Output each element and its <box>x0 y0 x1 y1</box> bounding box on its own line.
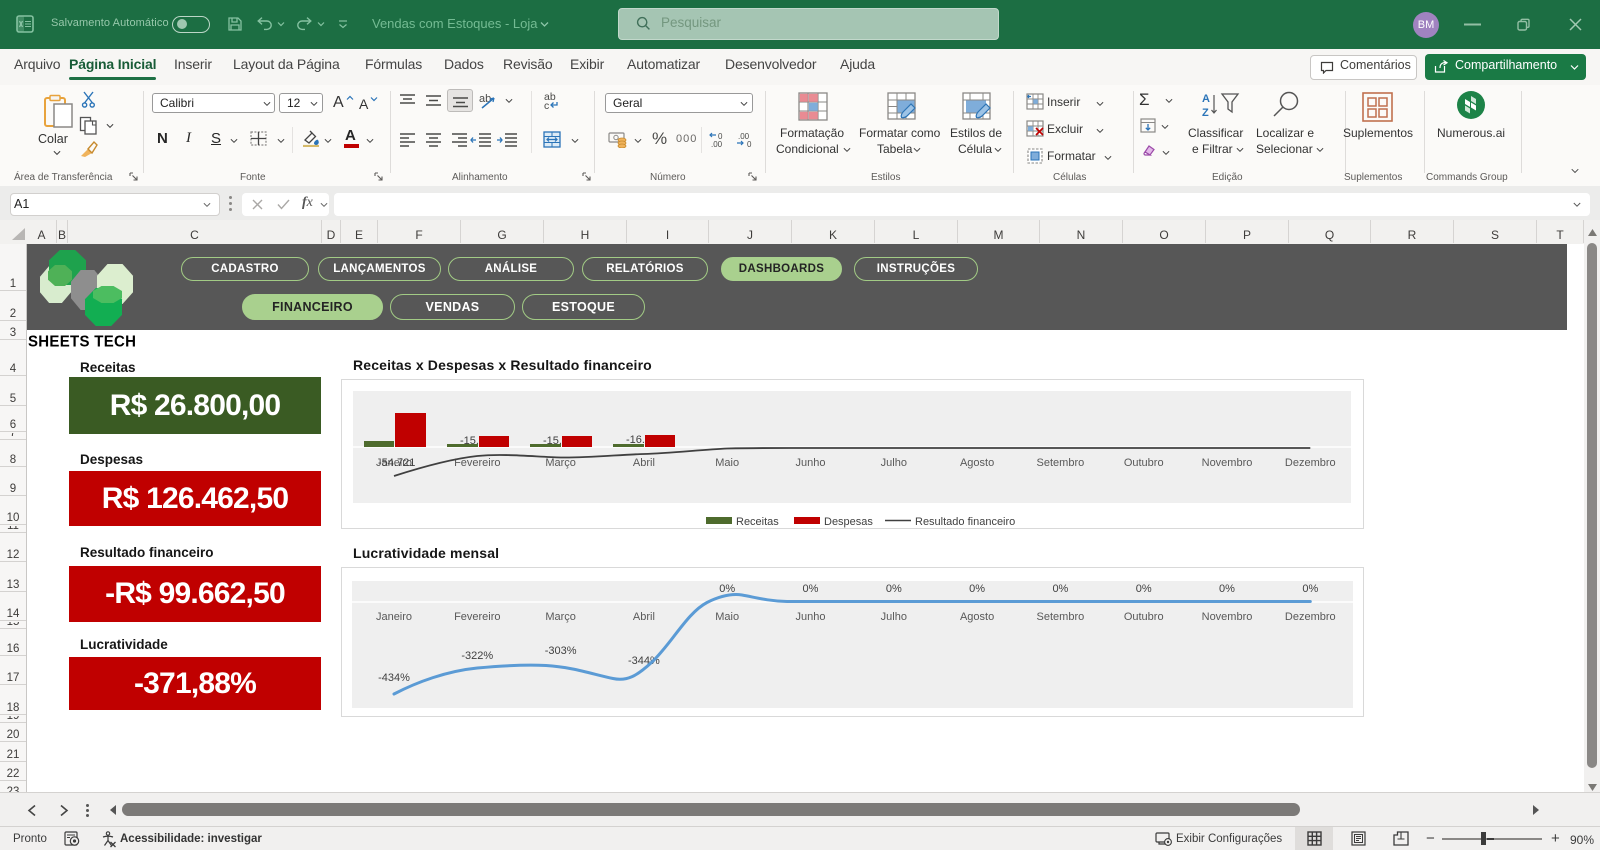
svg-text:ab: ab <box>479 93 491 105</box>
svg-text:-434%: -434% <box>378 672 410 684</box>
svg-text:.00: .00 <box>738 132 750 141</box>
svg-text:Junho: Junho <box>796 611 826 623</box>
svg-text:Novembro: Novembro <box>1202 611 1253 623</box>
svg-text:Despesas: Despesas <box>824 516 873 528</box>
svg-text:Agosto: Agosto <box>960 457 994 469</box>
svg-text:Março: Março <box>545 457 576 469</box>
svg-text:-54.721: -54.721 <box>378 457 415 469</box>
svg-text:Z: Z <box>1202 107 1209 119</box>
svg-text:-322%: -322% <box>461 650 493 662</box>
svg-text:Fevereiro: Fevereiro <box>454 611 500 623</box>
svg-text:c: c <box>544 100 549 110</box>
svg-text:Setembro: Setembro <box>1037 457 1085 469</box>
svg-text:-303%: -303% <box>545 645 577 657</box>
svg-text:Maio: Maio <box>715 611 739 623</box>
svg-text:Agosto: Agosto <box>960 611 994 623</box>
svg-text:0%: 0% <box>803 583 819 595</box>
svg-text:Março: Março <box>545 611 576 623</box>
svg-text:Abril: Abril <box>633 611 655 623</box>
svg-text:Novembro: Novembro <box>1202 457 1253 469</box>
svg-text:Outubro: Outubro <box>1124 457 1164 469</box>
svg-text:Maio: Maio <box>715 457 739 469</box>
svg-text:Dezembro: Dezembro <box>1285 611 1336 623</box>
svg-text:0%: 0% <box>719 583 735 595</box>
svg-text:0%: 0% <box>1052 583 1068 595</box>
svg-text:A: A <box>1202 93 1210 105</box>
svg-text:Setembro: Setembro <box>1037 611 1085 623</box>
svg-text:.00: .00 <box>711 140 723 148</box>
svg-text:0%: 0% <box>886 583 902 595</box>
svg-text:0: 0 <box>747 140 752 148</box>
svg-text:Julho: Julho <box>881 611 907 623</box>
svg-text:0: 0 <box>718 132 723 141</box>
svg-text:Dezembro: Dezembro <box>1285 457 1336 469</box>
svg-text:Janeiro: Janeiro <box>376 457 412 469</box>
svg-text:0%: 0% <box>1302 583 1318 595</box>
svg-text:Fevereiro: Fevereiro <box>454 457 500 469</box>
svg-text:Julho: Julho <box>881 457 907 469</box>
svg-text:Abril: Abril <box>633 457 655 469</box>
svg-text:Resultado financeiro: Resultado financeiro <box>915 516 1015 528</box>
svg-text:0%: 0% <box>1136 583 1152 595</box>
svg-text:0%: 0% <box>1219 583 1235 595</box>
svg-text:Receitas: Receitas <box>736 516 779 528</box>
svg-text:Outubro: Outubro <box>1124 611 1164 623</box>
svg-text:0%: 0% <box>969 583 985 595</box>
svg-text:ab: ab <box>544 91 556 103</box>
svg-text:Janeiro: Janeiro <box>376 611 412 623</box>
svg-text:Junho: Junho <box>796 457 826 469</box>
